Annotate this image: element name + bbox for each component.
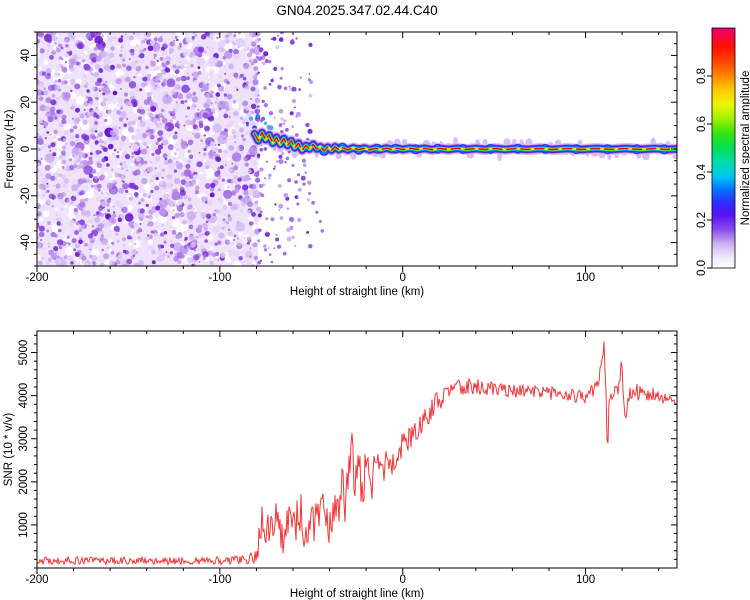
spectrogram-panel [37,32,677,266]
y-axis-label: SNR (10 * v/v) [3,413,15,487]
svg-text:0: 0 [20,146,32,152]
svg-text:0: 0 [400,272,406,284]
svg-text:0.0: 0.0 [696,260,708,276]
snr-axes: -200 -100 0 100 1000 2000 3000 4000 5000 Height o… [3,330,678,600]
svg-text:0: 0 [400,574,406,586]
svg-text:100: 100 [576,574,595,586]
x-axis-label: Height of straight line (km) [290,286,424,298]
svg-text:-200: -200 [25,574,48,586]
spectrogram-axes: -200 -100 0 100 40 20 0 -20 -40 Height of straigh… [4,31,678,298]
svg-text:0.8: 0.8 [696,68,708,84]
svg-text:-100: -100 [208,272,231,284]
svg-text:-20: -20 [20,187,32,204]
svg-text:4000: 4000 [18,383,30,409]
snr-curve [37,341,677,567]
x-axis-label: Height of straight line (km) [290,588,424,600]
svg-text:1000: 1000 [18,512,30,538]
svg-text:20: 20 [20,96,32,109]
svg-text:-200: -200 [25,272,48,284]
svg-text:40: 40 [20,49,32,62]
svg-text:3000: 3000 [18,426,30,452]
svg-text:-40: -40 [20,234,32,251]
svg-text:2000: 2000 [18,469,30,495]
figure-title: GN04.2025.347.02.44.C40 [276,3,438,18]
svg-text:100: 100 [576,272,595,284]
noise-field [37,32,313,266]
svg-text:0.2: 0.2 [696,212,708,228]
svg-text:0.6: 0.6 [696,116,708,132]
colorbar: 0.0 0.2 0.4 0.6 0.8 Normalized spectral ampli… [696,27,750,276]
y-axis-label: Frequency (Hz) [4,109,16,188]
svg-text:-100: -100 [208,574,231,586]
signal-trace [249,127,677,157]
svg-text:5000: 5000 [18,340,30,366]
colorbar-label: Normalized spectral amplitude [740,71,750,226]
svg-text:0.4: 0.4 [696,163,708,180]
